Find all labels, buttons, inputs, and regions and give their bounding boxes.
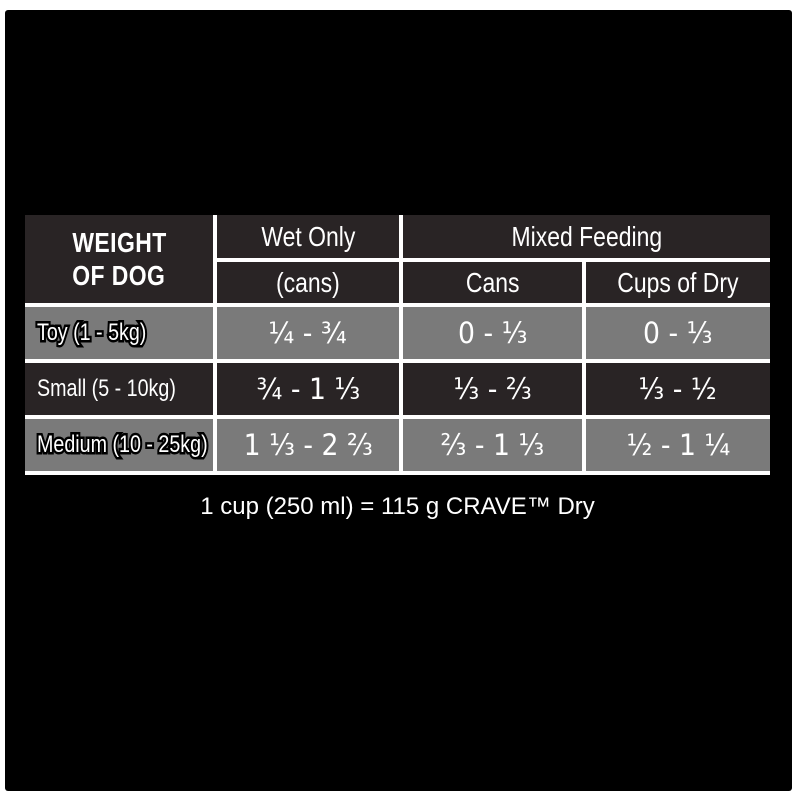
toy-wet-only-text: ¼ - ¾ (268, 316, 348, 350)
toy-mixed-cans-text: 0 - ⅓ (457, 316, 528, 350)
small-label: Small (5 - 10kg) (37, 375, 176, 402)
medium-mixed-cans-text: ⅔ - 1 ⅓ (440, 428, 545, 462)
header-mixed-feeding: Mixed Feeding (403, 215, 770, 258)
small-cups-of-dry-text: ⅓ - ½ (638, 372, 718, 406)
toy-cups-of-dry-value: 0 - ⅓ (586, 307, 770, 359)
row-label-toy: Toy (1 - 5kg) (25, 307, 213, 359)
header-weight-of-dog: WEIGHT OF DOG (25, 215, 213, 303)
conversion-note: 1 cup (250 ml) = 115 g CRAVE™ Dry (25, 493, 770, 521)
medium-cups-of-dry-text: ½ - 1 ¼ (626, 428, 730, 462)
toy-cups-of-dry-text: 0 - ⅓ (643, 316, 713, 350)
feeding-guide-table: WEIGHT OF DOG Wet Only Mixed Feeding (ca… (25, 215, 770, 475)
header-cups-of-dry-label: Cups of Dry (617, 266, 739, 298)
medium-wet-only-text: 1 ⅓ - 2 ⅔ (243, 428, 373, 462)
small-cups-of-dry-value: ⅓ - ½ (586, 363, 770, 415)
small-mixed-cans-text: ⅓ - ⅔ (453, 372, 532, 406)
header-wet-only-cans-label: (cans) (276, 266, 340, 298)
medium-mixed-cans-value: ⅔ - 1 ⅓ (403, 419, 582, 471)
toy-wet-only-value: ¼ - ¾ (217, 307, 399, 359)
row-label-medium: Medium (10 - 25kg) (25, 419, 213, 471)
small-wet-only-value: ¾ - 1 ⅓ (217, 363, 399, 415)
row-label-small: Small (5 - 10kg) (25, 363, 213, 415)
conversion-note-text: 1 cup (250 ml) = 115 g CRAVE™ Dry (200, 493, 595, 520)
toy-mixed-cans-value: 0 - ⅓ (403, 307, 582, 359)
header-mixed-feeding-label: Mixed Feeding (511, 220, 662, 252)
header-cups-of-dry: Cups of Dry (586, 262, 770, 303)
medium-label: Medium (10 - 25kg) (35, 429, 210, 461)
toy-label: Toy (1 - 5kg) (35, 317, 148, 349)
medium-wet-only-value: 1 ⅓ - 2 ⅔ (217, 419, 399, 471)
weight-of-dog-line2: OF DOG (72, 260, 166, 291)
small-mixed-cans-value: ⅓ - ⅔ (403, 363, 582, 415)
header-wet-only-label: Wet Only (261, 220, 355, 252)
weight-of-dog-line1: WEIGHT (71, 226, 167, 258)
medium-cups-of-dry-value: ½ - 1 ¼ (586, 419, 770, 471)
header-wet-only: Wet Only (217, 215, 399, 258)
header-cans: Cans (403, 262, 582, 303)
header-cans-label: Cans (465, 266, 520, 298)
small-wet-only-text: ¾ - 1 ⅓ (256, 372, 360, 406)
header-wet-only-cans: (cans) (217, 262, 399, 303)
